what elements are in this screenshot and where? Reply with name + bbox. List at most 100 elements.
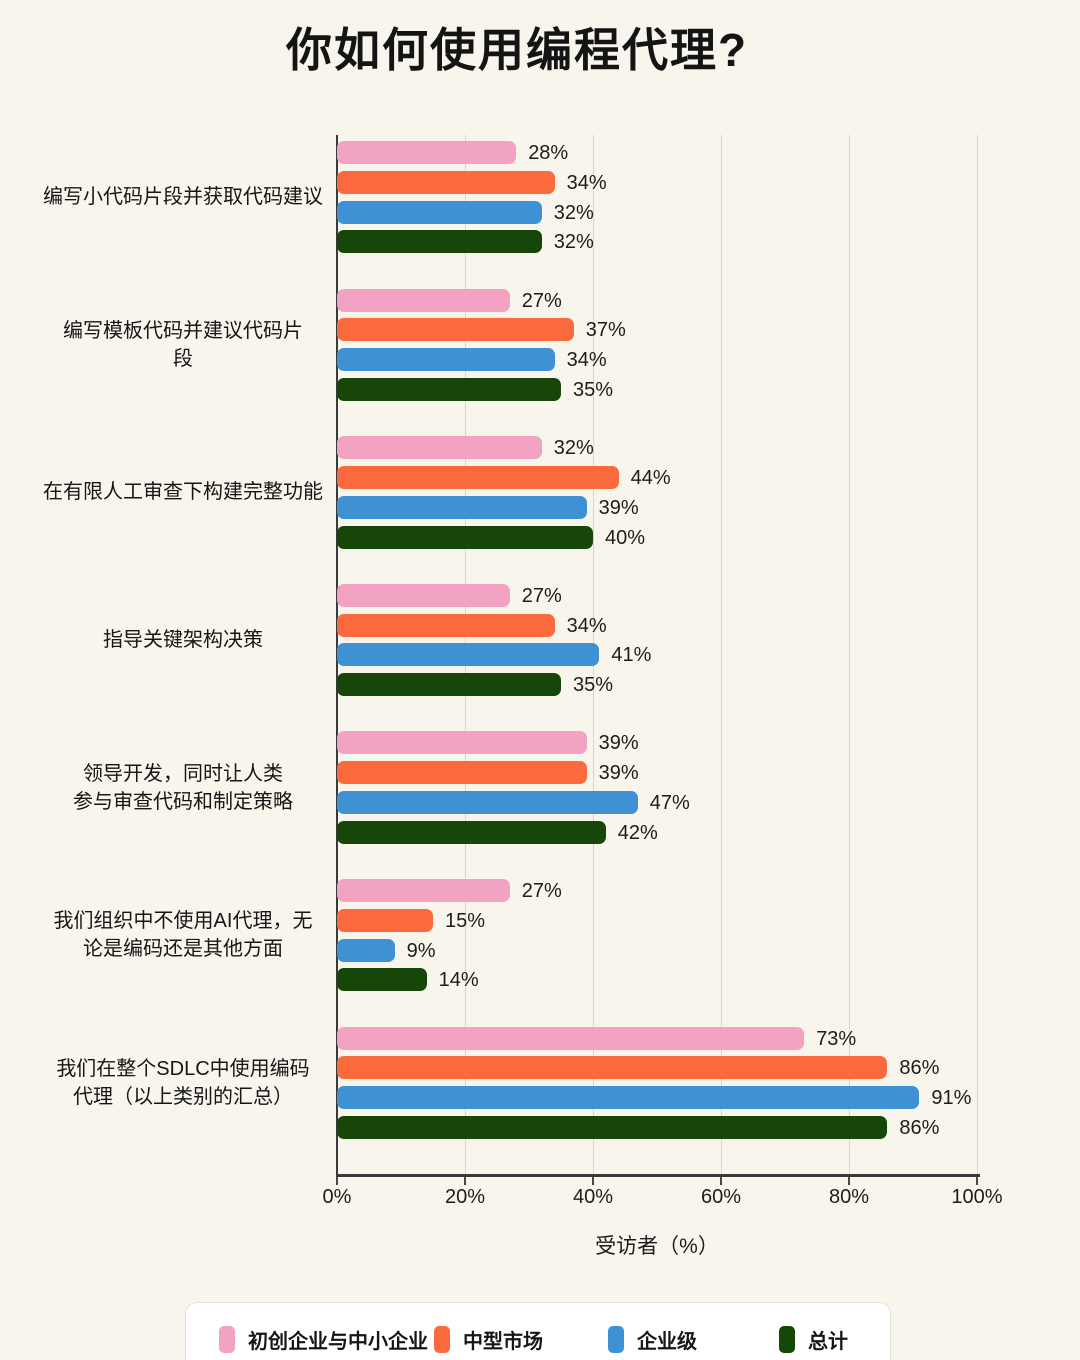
page-title: 你如何使用编程代理? (285, 24, 749, 76)
value-label: 41% (611, 644, 652, 667)
bar-total (337, 673, 561, 697)
category-label-line: 编写小代码片段并获取代码建议 (43, 186, 323, 209)
x-axis-tick-label: 100% (951, 1186, 1003, 1208)
bar-mid-market (337, 170, 555, 194)
x-axis-tick (720, 1176, 722, 1185)
legend-swatch-total (779, 1326, 795, 1353)
bar-startups-smb (337, 1026, 805, 1050)
legend-item-startups-smb: 初创企业与中小企业 (219, 1325, 428, 1354)
category-label-line: 代理（以上类别的汇总） (73, 1085, 293, 1108)
bar-startups-smb (337, 436, 542, 460)
bar-total (337, 230, 542, 254)
value-label: 73% (816, 1027, 857, 1050)
value-label: 27% (521, 584, 562, 607)
x-axis-title: 受访者（%） (595, 1235, 719, 1258)
category-label: 编写模板代码并建议代码片段 (36, 289, 330, 401)
value-label: 91% (931, 1087, 972, 1110)
x-axis-tick-label: 0% (322, 1186, 352, 1208)
value-label: 39% (598, 496, 639, 519)
bar-mid-market (337, 761, 587, 785)
value-label: 32% (553, 231, 594, 254)
bar-startups-smb (337, 141, 517, 164)
bar-total (337, 378, 561, 401)
value-label: 35% (573, 379, 614, 401)
x-axis-tick-label: 80% (828, 1186, 870, 1208)
value-label: 86% (899, 1117, 940, 1139)
value-label: 34% (566, 614, 607, 637)
x-axis-tick-label: 40% (572, 1186, 614, 1208)
value-label: 35% (573, 674, 614, 697)
bar-enterprise (337, 200, 542, 224)
value-label: 40% (605, 526, 646, 549)
category-label: 指导关键架构决策 (36, 584, 330, 696)
category-label-line: 我们在整个SDLC中使用编码 (56, 1057, 310, 1080)
category-label-line: 在有限人工审查下构建完整功能 (43, 481, 323, 504)
value-label: 34% (566, 349, 607, 372)
x-axis-tick (848, 1176, 850, 1185)
value-label: 86% (899, 1057, 940, 1080)
legend-label: 企业级 (637, 1331, 697, 1353)
value-label: 34% (566, 171, 607, 194)
category-label: 领导开发，同时让人类 参与审查代码和制定策略 (36, 731, 330, 843)
bar-mid-market (337, 908, 433, 932)
gridline (721, 135, 722, 1174)
category-label-line: 段 (173, 347, 193, 370)
bar-mid-market (337, 613, 555, 637)
legend-label: 总计 (808, 1331, 848, 1353)
bar-enterprise (337, 495, 587, 519)
value-label: 44% (630, 467, 671, 489)
category-label-line: 参与审查代码和制定策略 (73, 790, 293, 813)
bar-total (337, 968, 427, 992)
legend-item-mid-market: 中型市场 (434, 1325, 543, 1354)
value-label: 39% (598, 732, 639, 755)
value-label: 9% (406, 939, 436, 962)
bar-total (337, 820, 606, 844)
value-label: 27% (521, 289, 562, 312)
bar-enterprise (337, 1086, 920, 1110)
bar-mid-market (337, 1056, 888, 1080)
gridline (977, 135, 978, 1174)
category-label: 编写小代码片段并获取代码建议 (36, 141, 330, 253)
value-label: 37% (585, 319, 626, 342)
bar-startups-smb (337, 288, 510, 312)
bar-startups-smb (337, 879, 510, 902)
value-label: 32% (553, 437, 594, 460)
x-axis-tick (336, 1176, 338, 1185)
legend-item-enterprise: 企业级 (608, 1325, 697, 1354)
category-label: 在有限人工审查下构建完整功能 (36, 436, 330, 548)
category-label-line: 编写模板代码并建议代码片 (63, 319, 303, 342)
legend-label: 中型市场 (463, 1331, 543, 1353)
value-label: 39% (598, 762, 639, 785)
legend: 初创企业与中小企业 中型市场 企业级 总计 (185, 1302, 891, 1360)
value-label: 47% (649, 792, 690, 814)
bar-startups-smb (337, 583, 510, 607)
x-axis-tick-label: 60% (700, 1186, 742, 1208)
value-label: 32% (553, 201, 594, 224)
category-label-line: 我们组织中不使用AI代理，无 (53, 910, 313, 933)
category-label-line: 论是编码还是其他方面 (83, 938, 283, 961)
bar-mid-market (337, 466, 619, 489)
legend-swatch-mid-market (434, 1326, 450, 1353)
legend-item-total: 总计 (779, 1325, 848, 1354)
value-label: 15% (445, 909, 486, 932)
value-label: 42% (617, 821, 658, 844)
bar-startups-smb (337, 731, 587, 755)
x-axis-line (336, 1174, 980, 1177)
category-label: 我们组织中不使用AI代理，无 论是编码还是其他方面 (36, 879, 330, 991)
legend-swatch-startups-smb (219, 1326, 235, 1353)
category-label-line: 指导关键架构决策 (103, 628, 263, 651)
bar-enterprise (337, 791, 638, 814)
x-axis-tick-label: 20% (444, 1186, 486, 1208)
category-label-line: 领导开发，同时让人类 (83, 762, 283, 785)
gridline (849, 135, 850, 1174)
value-label: 14% (438, 969, 479, 992)
bar-mid-market (337, 318, 574, 342)
value-label: 27% (521, 880, 562, 902)
x-axis-tick (976, 1176, 978, 1185)
category-label: 我们在整个SDLC中使用编码 代理（以上类别的汇总） (36, 1027, 330, 1139)
x-axis-tick (592, 1176, 594, 1185)
bar-total (337, 525, 593, 549)
legend-swatch-enterprise (608, 1326, 624, 1353)
legend-label: 初创企业与中小企业 (248, 1331, 428, 1353)
